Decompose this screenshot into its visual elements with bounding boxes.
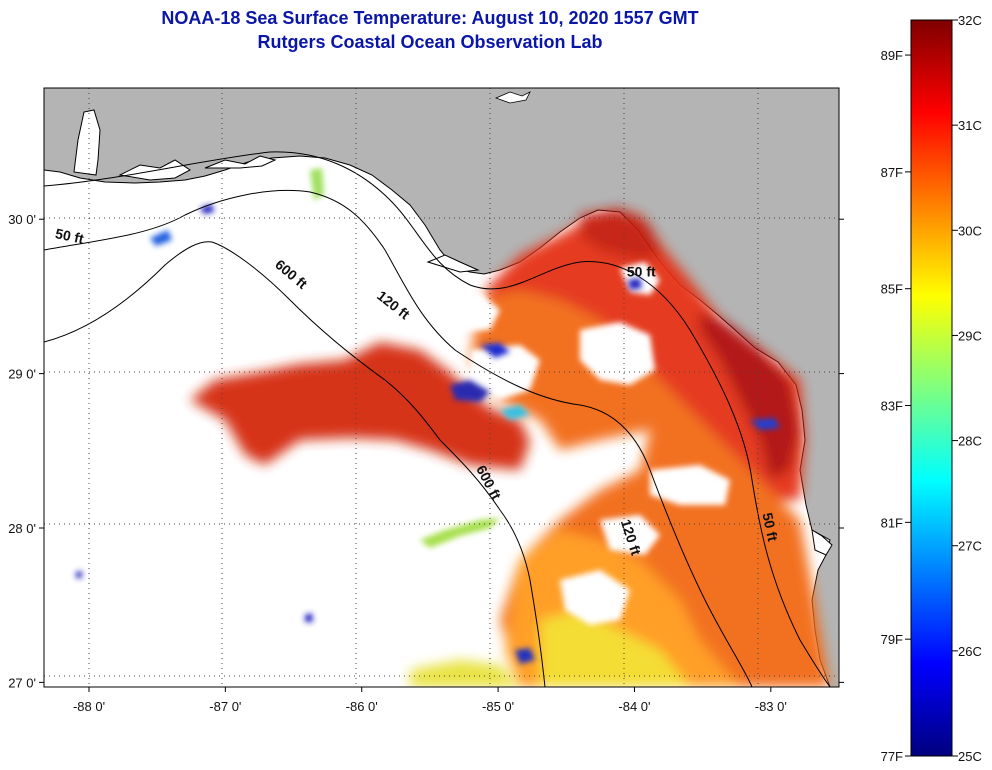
colorbar-label-celsius: 26C — [958, 644, 982, 659]
sst-cool-patch-2 — [480, 343, 510, 358]
map-area — [44, 88, 839, 687]
cloud-gap-6 — [600, 515, 660, 555]
x-tick-label: -87 0' — [209, 699, 241, 714]
sst-cool-dot-2 — [150, 230, 172, 246]
depth-contours — [44, 151, 831, 687]
colorbar: 32C 31C 30C 29C 28C 27C 26C 25C 89F 87F 85F 83F 81F… — [881, 13, 982, 764]
contour-120ft — [44, 189, 753, 687]
sst-cool-patch-3 — [500, 405, 530, 420]
contour-label: 50 ft — [759, 511, 781, 543]
y-tick-label: 30 0' — [8, 212, 36, 227]
sst-warm-west-plume — [190, 342, 530, 470]
sst-cool-patch-1 — [450, 380, 490, 402]
y-tick-label: 28 0' — [8, 521, 36, 536]
apalachicola-bay — [426, 254, 480, 273]
y-tick-label: 29 0' — [8, 367, 36, 382]
colorbar-label-celsius: 28C — [958, 434, 982, 449]
choctawhatchee-bay — [204, 155, 277, 169]
sst-cool-patch-5 — [515, 648, 535, 664]
colorbar-label-fahrenheit: 77F — [881, 749, 903, 764]
colorbar-label-celsius: 30C — [958, 223, 982, 238]
sst-cool-dot-1 — [200, 204, 214, 214]
colorbar-gradient — [910, 19, 953, 757]
mobile-bay — [73, 109, 101, 176]
colorbar-label-celsius: 32C — [958, 13, 982, 28]
map-subtitle: Rutgers Coastal Ocean Observation Lab — [257, 32, 603, 52]
longitude-axis: -88 0' -87 0' -86 0' -85 0' -84 0' -83 0' — [73, 687, 787, 714]
cloud-gap-7 — [440, 292, 500, 332]
sst-green-patch — [420, 518, 500, 548]
sst-green-strip — [310, 168, 324, 200]
colorbar-label-fahrenheit: 79F — [881, 632, 903, 647]
x-tick-label: -86 0' — [346, 699, 378, 714]
y-tick-label: 27 0' — [8, 675, 36, 690]
x-tick-label: -85 0' — [482, 699, 514, 714]
colorbar-label-celsius: 25C — [958, 749, 982, 764]
map-title: NOAA-18 Sea Surface Temperature: August … — [161, 8, 699, 28]
colorbar-label-fahrenheit: 87F — [881, 165, 903, 180]
sst-hot-coastal-band — [700, 310, 800, 480]
contour-600ft — [44, 241, 546, 687]
sst-cool-patch-6 — [628, 278, 642, 290]
sst-layer — [76, 168, 830, 687]
colorbar-label-celsius: 27C — [958, 539, 982, 554]
sst-yellow-southwest — [410, 660, 520, 687]
colorbar-label-fahrenheit: 85F — [881, 282, 903, 297]
map-frame — [43, 87, 840, 688]
contour-label: 50 ft — [54, 225, 86, 247]
cloud-gap-5 — [560, 570, 630, 625]
colorbar-label-fahrenheit: 81F — [881, 515, 903, 530]
tampa-bay — [811, 529, 833, 556]
cloud-gap-1 — [580, 322, 655, 385]
lake-area — [494, 91, 531, 104]
cloud-gap-4 — [650, 465, 730, 505]
sst-yellow-southern — [540, 610, 690, 687]
x-tick-label: -83 0' — [755, 699, 787, 714]
colorbar-label-celsius: 29C — [958, 328, 982, 343]
contour-50ft — [44, 151, 831, 687]
colorbar-label-celsius: 31C — [958, 118, 982, 133]
sst-cool-patch-4 — [750, 418, 780, 430]
x-tick-label: -84 0' — [618, 699, 650, 714]
latitude-axis: 30 0' 29 0' 28 0' 27 0' — [8, 212, 844, 690]
sst-cool-dot-3 — [76, 571, 82, 578]
colorbar-label-fahrenheit: 83F — [881, 399, 903, 414]
sst-cool-dot-4 — [305, 613, 313, 622]
x-tick-label: -88 0' — [73, 699, 105, 714]
contour-label: 50 ft — [627, 263, 656, 279]
colorbar-label-fahrenheit: 89F — [881, 48, 903, 63]
sst-hot-northeast — [580, 208, 660, 260]
